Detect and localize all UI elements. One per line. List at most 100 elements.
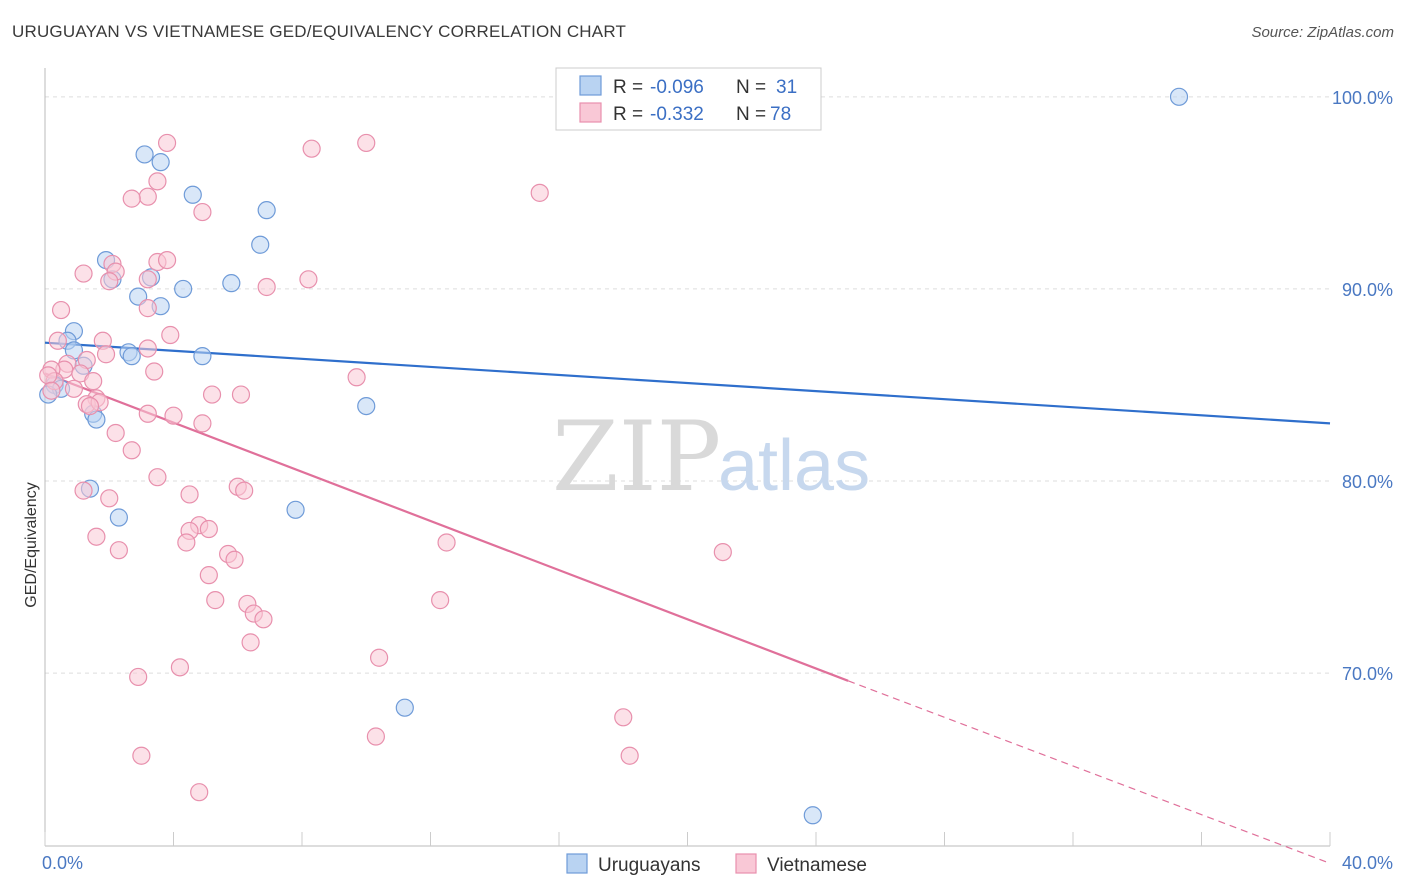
- series-legend: Uruguayans Vietnamese: [566, 853, 867, 876]
- legend-n-value-1: 31: [776, 77, 797, 98]
- point-vietnamese-21: [138, 339, 157, 358]
- point-uruguayans-0: [135, 145, 154, 164]
- y-axis-label: GED/Equivalency: [23, 482, 40, 607]
- point-vietnamese-31: [347, 368, 366, 387]
- point-vietnamese-20: [161, 325, 180, 345]
- point-vietnamese-73: [620, 746, 639, 765]
- point-vietnamese-62: [206, 591, 225, 610]
- point-uruguayans-24: [357, 396, 376, 416]
- x-tick-label-max: 40.0%: [1342, 853, 1393, 873]
- x-tick-labels: 0.0% 40.0%: [42, 853, 1393, 873]
- point-vietnamese-3: [148, 172, 167, 191]
- point-vietnamese-43: [106, 423, 125, 443]
- y-tick-label-70: 70.0%: [1342, 664, 1393, 684]
- point-vietnamese-16: [299, 270, 318, 289]
- point-vietnamese-57: [109, 541, 128, 560]
- point-vietnamese-77: [42, 381, 61, 400]
- point-vietnamese-74: [132, 746, 151, 765]
- point-vietnamese-23: [48, 331, 67, 350]
- point-uruguayans-27: [286, 500, 305, 519]
- chart-title: URUGUAYAN VS VIETNAMESE GED/EQUIVALENCY …: [12, 22, 627, 41]
- y-tick-label-90: 90.0%: [1342, 280, 1393, 300]
- point-vietnamese-5: [122, 189, 141, 208]
- series-label-uruguayans: Uruguayans: [598, 855, 700, 876]
- point-uruguayans-26: [109, 508, 128, 527]
- legend-r-label-2: R =: [613, 104, 643, 125]
- watermark-atlas: atlas: [718, 426, 870, 506]
- point-vietnamese-44: [122, 441, 141, 460]
- point-vietnamese-47: [235, 481, 254, 500]
- point-vietnamese-34: [202, 385, 222, 404]
- point-uruguayans-4: [251, 235, 270, 254]
- point-vietnamese-41: [164, 406, 183, 425]
- point-vietnamese-48: [74, 481, 93, 500]
- point-vietnamese-59: [225, 550, 244, 569]
- point-vietnamese-55: [177, 533, 196, 552]
- data-points: [39, 87, 1189, 825]
- point-vietnamese-22: [96, 345, 116, 364]
- point-uruguayans-17: [193, 347, 212, 366]
- legend-swatch-vietnamese: [579, 102, 602, 123]
- legend-n-value-2: 78: [770, 104, 791, 125]
- point-vietnamese-17: [51, 300, 71, 320]
- point-vietnamese-72: [366, 727, 385, 746]
- point-vietnamese-29: [145, 362, 164, 381]
- point-vietnamese-69: [170, 658, 190, 677]
- legend-n-label-2: N =: [736, 104, 766, 125]
- point-vietnamese-39: [80, 396, 100, 416]
- point-vietnamese-18: [138, 299, 157, 318]
- trend-line-uruguayans: [44, 341, 1331, 425]
- point-vietnamese-12: [74, 264, 93, 283]
- legend-n-label-1: N =: [736, 77, 766, 98]
- point-uruguayans-2: [183, 185, 202, 204]
- point-vietnamese-4: [138, 187, 157, 206]
- point-vietnamese-0: [157, 133, 177, 153]
- point-vietnamese-33: [64, 379, 84, 398]
- point-uruguayans-30: [1169, 87, 1189, 106]
- point-vietnamese-61: [199, 566, 218, 585]
- y-tick-label-100: 100.0%: [1332, 88, 1393, 108]
- point-vietnamese-50: [180, 485, 199, 504]
- point-vietnamese-15: [257, 277, 276, 297]
- point-uruguayans-16: [122, 347, 141, 366]
- point-vietnamese-35: [231, 385, 251, 404]
- point-vietnamese-70: [129, 667, 148, 687]
- grid-lines: [45, 96, 1330, 674]
- point-vietnamese-68: [370, 648, 389, 667]
- series-label-vietnamese: Vietnamese: [767, 855, 867, 876]
- point-uruguayans-28: [395, 698, 414, 717]
- point-vietnamese-10: [157, 250, 177, 270]
- point-vietnamese-13: [100, 272, 119, 291]
- point-vietnamese-7: [530, 183, 549, 202]
- series-swatch-uruguayans: [566, 853, 588, 874]
- point-vietnamese-60: [713, 542, 732, 562]
- point-vietnamese-56: [437, 533, 456, 552]
- watermark-zip: ZIP: [552, 401, 721, 513]
- point-vietnamese-14: [138, 270, 157, 289]
- point-uruguayans-1: [151, 153, 170, 172]
- point-vietnamese-40: [138, 404, 157, 423]
- axes: [44, 68, 1331, 847]
- legend-r-value-1: -0.096: [650, 77, 704, 98]
- point-uruguayans-7: [174, 279, 193, 299]
- point-vietnamese-75: [190, 783, 209, 802]
- point-vietnamese-2: [357, 133, 376, 153]
- point-vietnamese-45: [148, 468, 167, 487]
- point-vietnamese-53: [199, 519, 218, 539]
- point-vietnamese-67: [241, 633, 260, 652]
- point-vietnamese-6: [193, 202, 212, 222]
- legend-r-value-2: -0.332: [650, 104, 704, 125]
- y-tick-label-80: 80.0%: [1342, 472, 1393, 492]
- trend-extension-vietnamese: [847, 680, 1331, 864]
- point-vietnamese-49: [100, 489, 119, 508]
- point-vietnamese-42: [193, 414, 212, 433]
- trend-line-vietnamese: [44, 372, 849, 682]
- x-tick-label-min: 0.0%: [42, 853, 83, 873]
- point-vietnamese-66: [431, 591, 450, 610]
- trend-lines: [44, 341, 1331, 864]
- point-vietnamese-76: [39, 366, 58, 385]
- legend-r-label-1: R =: [613, 77, 643, 98]
- series-swatch-vietnamese: [735, 853, 757, 874]
- point-vietnamese-32: [84, 372, 103, 391]
- point-vietnamese-71: [614, 708, 633, 727]
